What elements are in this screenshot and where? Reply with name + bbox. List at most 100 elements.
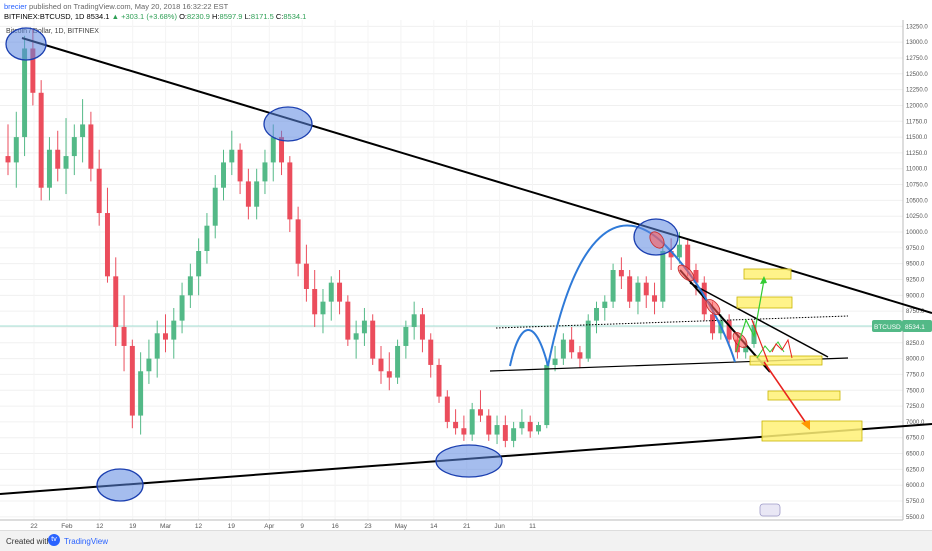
candle-body xyxy=(121,326,127,346)
y-tick-label: 9000.0 xyxy=(906,293,925,299)
candle-body xyxy=(461,428,467,435)
candle-body xyxy=(237,149,243,182)
publish-info: brecier published on TradingView.com, Ma… xyxy=(4,2,228,11)
publish-date: published on TradingView.com, May 20, 20… xyxy=(29,2,229,11)
x-tick-label: 11 xyxy=(529,523,536,530)
candle-body xyxy=(453,421,459,429)
candle-body xyxy=(13,137,19,163)
y-tick-label: 7000.0 xyxy=(906,420,925,426)
candle-body xyxy=(618,270,624,277)
target-box xyxy=(736,296,793,309)
y-tick-label: 8750.0 xyxy=(906,309,925,315)
x-tick-label: 23 xyxy=(364,523,372,530)
candle-body xyxy=(685,244,691,270)
candle-body xyxy=(353,333,359,340)
candle-body xyxy=(378,358,384,372)
candle-body xyxy=(676,244,682,258)
y-tick-label: 5500.0 xyxy=(906,515,925,521)
right-arc xyxy=(664,244,736,363)
x-tick-label: Feb xyxy=(61,523,73,530)
time-axis[interactable]: 22 Feb 12 19 Mar 12 19 Apr 9 16 23 May 14 21 Jun 11 xyxy=(0,519,903,530)
y-tick-label: 12000.0 xyxy=(906,103,928,109)
x-tick-label: 19 xyxy=(129,523,137,530)
candle-body xyxy=(594,307,599,321)
candle-body xyxy=(262,162,268,182)
wedge-lower-line xyxy=(679,269,771,373)
candle-body xyxy=(63,156,69,169)
target-box xyxy=(743,268,792,280)
red-touch-marker xyxy=(705,298,721,316)
x-tick-label: May xyxy=(395,523,408,530)
green-arrowhead xyxy=(760,276,767,284)
high-label: H: xyxy=(212,12,220,21)
candle-body xyxy=(436,364,442,397)
candle-body xyxy=(477,409,483,416)
symbol-label: BITFINEX:BTCUSD, 1D xyxy=(4,12,85,21)
close-value: 8534.1 xyxy=(283,12,307,21)
candle-body xyxy=(494,425,500,435)
price-tag: BTCUSD 8534.1 xyxy=(872,320,932,332)
x-tick-label: Mar xyxy=(160,523,172,530)
publisher-link[interactable]: brecier xyxy=(4,2,27,11)
candle-body xyxy=(660,251,666,302)
y-tick-label: 12250.0 xyxy=(906,88,928,94)
price-tag-value: 8534.1 xyxy=(905,324,925,331)
created-with-label: Created with xyxy=(6,537,51,546)
candles xyxy=(5,29,757,448)
candle-body xyxy=(544,364,550,426)
y-tick-label: 7750.0 xyxy=(906,372,925,378)
y-tick-label: 6250.0 xyxy=(906,467,925,473)
descending-trendline xyxy=(21,37,932,314)
footer: Created with tv TradingView xyxy=(0,530,932,551)
candle-body xyxy=(287,162,293,220)
low-value: 8171.5 xyxy=(250,12,274,21)
marker-ellipse xyxy=(96,468,144,502)
price-axis[interactable]: 5500.0 5750.0 6000.0 6250.0 6500.0 6750.0 7000… xyxy=(902,20,928,521)
y-tick-label: 7250.0 xyxy=(906,404,925,410)
candle-body xyxy=(179,295,185,321)
candle-body xyxy=(395,345,401,378)
candle-body xyxy=(129,345,135,416)
candle-body xyxy=(171,320,177,340)
price-change: ▲ +303.1 (+3.68%) xyxy=(111,12,177,21)
y-tick-label: 10500.0 xyxy=(906,198,928,204)
event-flag-icon[interactable] xyxy=(759,503,781,517)
y-tick-label: 8250.0 xyxy=(906,341,925,347)
candle-body xyxy=(386,371,392,378)
y-tick-label: 9250.0 xyxy=(906,277,925,283)
candle-body xyxy=(486,415,492,435)
candle-body xyxy=(320,301,326,315)
marker-ellipse xyxy=(5,27,47,61)
drawings xyxy=(0,27,932,517)
price-chart[interactable]: 5500.0 5750.0 6000.0 6250.0 6500.0 6750.0 7000… xyxy=(0,0,932,530)
target-box xyxy=(761,420,863,442)
x-tick-label: 12 xyxy=(96,523,104,530)
candle-body xyxy=(138,371,144,416)
low-label: L: xyxy=(244,12,251,21)
candle-body xyxy=(187,276,193,296)
y-tick-label: 9500.0 xyxy=(906,262,925,268)
candle-body xyxy=(602,301,608,308)
y-tick-label: 11250.0 xyxy=(906,151,928,157)
tv-logo-icon[interactable]: tv xyxy=(48,534,60,546)
candle-body xyxy=(245,181,251,207)
candle-body xyxy=(96,168,102,214)
y-tick-label: 9750.0 xyxy=(906,246,925,252)
candle-body xyxy=(569,339,575,353)
candle-body xyxy=(5,156,11,163)
candle-body xyxy=(428,339,434,365)
candle-body xyxy=(552,358,558,365)
candle-body xyxy=(71,137,77,157)
candle-body xyxy=(635,282,641,302)
tradingview-brand[interactable]: TradingView xyxy=(64,537,109,546)
price-tag-label: BTCUSD xyxy=(874,324,901,331)
candle-body xyxy=(403,326,409,346)
high-value: 8597.9 xyxy=(219,12,243,21)
green-arrow xyxy=(756,341,785,359)
close-label: C: xyxy=(275,12,284,21)
candle-body xyxy=(163,333,168,340)
red-arrow xyxy=(763,361,809,427)
candle-body xyxy=(312,288,318,315)
y-tick-label: 10000.0 xyxy=(906,230,928,236)
candle-body xyxy=(610,270,616,302)
